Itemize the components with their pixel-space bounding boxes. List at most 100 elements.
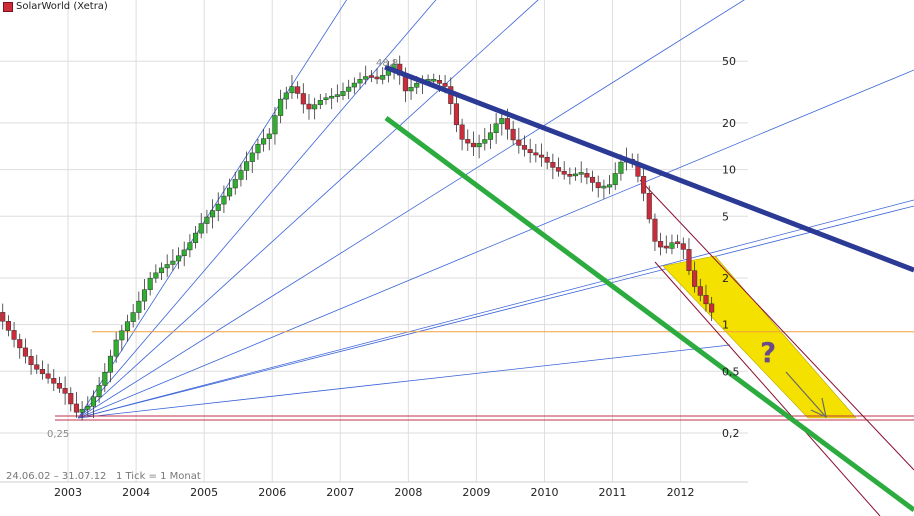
x-tick-label: 2010 [530, 486, 558, 499]
candle-body [612, 173, 618, 185]
date-range: 24.06.02 – 31.07.12 [6, 471, 107, 482]
candle-body [363, 76, 369, 80]
candle-body [266, 133, 272, 139]
fan-line [78, 0, 745, 419]
candle-body [22, 347, 28, 357]
candle-body [459, 124, 465, 140]
candle-body [147, 277, 153, 290]
candle-body [0, 312, 6, 322]
candle-body [289, 86, 295, 94]
candle-body [17, 339, 23, 349]
candle-body [130, 312, 136, 322]
candle-body [85, 406, 91, 410]
x-tick-label: 2012 [667, 486, 695, 499]
y-tick-label: 2 [722, 272, 729, 285]
candle-body [5, 321, 11, 331]
fan-line [77, 0, 347, 419]
candle-body [709, 303, 715, 313]
candle-body [261, 138, 267, 145]
candle-body [675, 241, 681, 244]
candle-body [210, 210, 216, 218]
candle-body [431, 79, 437, 82]
candle-body [39, 369, 45, 375]
candle-body [11, 330, 17, 340]
candle-body [221, 195, 227, 205]
question-mark: ? [760, 336, 776, 369]
candles [0, 55, 715, 421]
candle-body [56, 383, 62, 389]
yellow-zone [662, 255, 857, 419]
x-tick-label: 2006 [258, 486, 286, 499]
candle-body [652, 218, 658, 242]
forecast-arrow [785, 371, 827, 419]
candle-body [153, 272, 159, 279]
candle-body [476, 143, 482, 148]
candle-body [453, 103, 459, 126]
low-label: 0,25 [47, 429, 69, 440]
candle-body [521, 145, 528, 150]
candle-body [141, 289, 148, 302]
candle-body [368, 75, 374, 78]
candle-body [340, 91, 346, 96]
downtrend-channel [639, 179, 914, 516]
x-tick-label: 2011 [599, 486, 627, 499]
candle-body [181, 249, 187, 256]
candle-body [193, 232, 199, 243]
fan-line [78, 69, 914, 419]
candle-body [204, 216, 210, 224]
y-tick-label: 50 [722, 55, 736, 68]
x-tick-label: 2007 [326, 486, 354, 499]
candle-body [686, 249, 692, 271]
candle-body [663, 245, 669, 249]
candle-body [618, 161, 624, 174]
support-line [384, 115, 914, 513]
candle-body [244, 161, 250, 171]
candle-body [436, 80, 442, 84]
trend-lines [384, 64, 914, 513]
candle-body [510, 128, 516, 141]
chart-info: 24.06.02 – 31.07.12 1 Tick = 1 Monat [6, 471, 201, 482]
candle-body [346, 86, 352, 92]
candle-body [34, 364, 40, 370]
candle-body [680, 243, 686, 250]
candle-body [669, 242, 675, 249]
candle-body [584, 173, 590, 178]
arrow-head [810, 397, 827, 419]
candle-body [380, 75, 386, 80]
candle-body [499, 118, 505, 125]
candle-body [470, 142, 476, 148]
channel-upper [639, 179, 914, 471]
candle-body [255, 143, 261, 154]
candle-body [278, 98, 284, 116]
candle-body [119, 330, 125, 341]
resistance-line [384, 64, 914, 273]
y-tick-label: 5 [722, 210, 729, 223]
candle-body [641, 176, 647, 194]
candle-body [79, 409, 85, 413]
candle-body [572, 173, 579, 177]
y-axis-labels: 50 20 10 5 2 1 0,5 0,2 [722, 55, 740, 440]
candle-body [493, 123, 499, 134]
candle-body [102, 372, 108, 386]
candle-body [90, 396, 97, 407]
x-axis-labels: 2003 2004 2005 2006 2007 2008 2009 2010 2011 2012 [54, 486, 695, 499]
candle-body [124, 321, 131, 331]
candle-body [249, 152, 255, 162]
candle-body [697, 286, 703, 296]
fan-lines [77, 0, 914, 419]
candle-body [595, 182, 601, 189]
y-tick-label: 0,2 [722, 427, 740, 440]
candle-body [317, 100, 323, 105]
y-tick-label: 10 [722, 164, 736, 177]
candle-body [227, 187, 233, 197]
candle-body [45, 373, 51, 379]
candle-body [533, 152, 539, 156]
tick-resolution: 1 Tick = 1 Monat [115, 471, 201, 482]
candle-body [567, 174, 573, 177]
annotations: 48,80,25? [47, 58, 776, 440]
candle-body [28, 356, 34, 365]
fan-line [78, 205, 914, 419]
horizontal-lines [55, 331, 914, 421]
